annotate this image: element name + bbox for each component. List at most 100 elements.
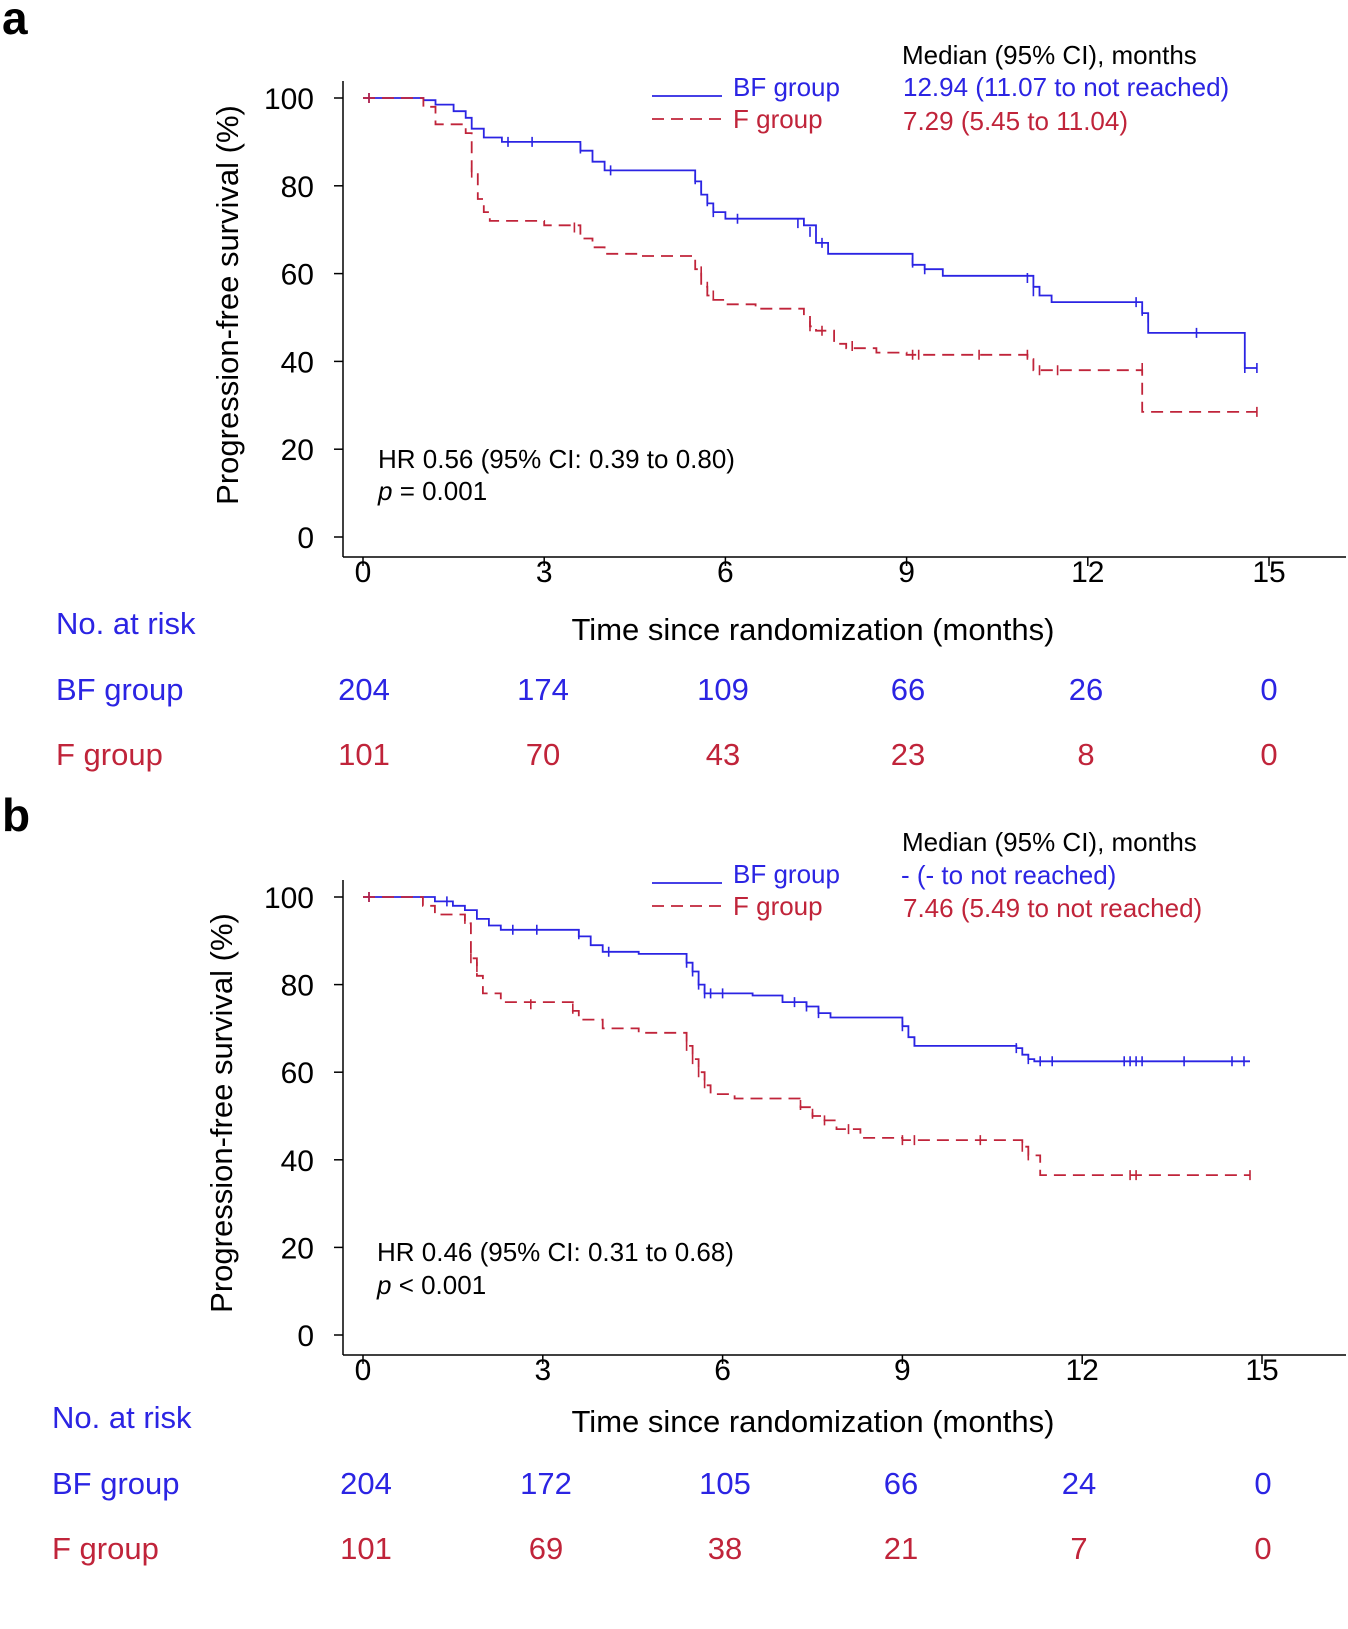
risk-table-title: No. at risk — [56, 606, 196, 641]
risk-value: 101 — [338, 737, 390, 772]
x-axis-title: Time since randomization (months) — [572, 1404, 1055, 1439]
median-annotation: Median (95% CI), months - (- to not reac… — [901, 827, 1202, 923]
risk-value: 0 — [1254, 1466, 1271, 1501]
risk-value: 66 — [884, 1466, 918, 1501]
y-tick-label: 100 — [264, 882, 314, 915]
f-group-curve — [363, 896, 1250, 1176]
risk-value: 43 — [706, 737, 740, 772]
legend: BF group F group — [652, 72, 840, 134]
median-header: Median (95% CI), months — [902, 40, 1197, 70]
risk-value: 26 — [1069, 672, 1103, 707]
risk-row-label-f: F group — [52, 1531, 159, 1566]
y-axis-title: Progression-free survival (%) — [204, 913, 239, 1313]
median-annotation: Median (95% CI), months 12.94 (11.07 to … — [902, 40, 1229, 136]
x-tick-label: 9 — [898, 556, 915, 589]
risk-value: 109 — [697, 672, 749, 707]
y-tick-label: 0 — [297, 522, 314, 555]
f-legend-label: F group — [733, 104, 823, 134]
panel-a: a Progression-free survival (%) 0 20 40 … — [2, 0, 1346, 772]
risk-value: 172 — [520, 1466, 572, 1501]
bf-median-value: 12.94 (11.07 to not reached) — [903, 72, 1229, 102]
y-tick-label: 20 — [281, 434, 314, 467]
f-group-curve — [363, 97, 1257, 413]
risk-table-title: No. at risk — [52, 1400, 192, 1435]
panel-b: b Progression-free survival (%) 0 20 40 … — [2, 789, 1346, 1566]
median-header: Median (95% CI), months — [902, 827, 1197, 857]
p-symbol: p — [377, 476, 392, 506]
x-axis-title: Time since randomization (months) — [572, 612, 1055, 647]
bf-legend-label: BF group — [733, 859, 840, 889]
risk-value: 174 — [517, 672, 569, 707]
risk-value: 0 — [1254, 1531, 1271, 1566]
risk-value: 0 — [1260, 672, 1277, 707]
y-tick-label: 60 — [281, 1057, 314, 1090]
y-tick-label: 100 — [264, 83, 314, 116]
y-tick-label: 80 — [281, 970, 314, 1003]
y-tick-label: 40 — [281, 346, 314, 379]
p-value-text: < 0.001 — [391, 1270, 486, 1300]
x-tick-label: 3 — [534, 1354, 551, 1387]
p-value-text: = 0.001 — [392, 476, 487, 506]
risk-value: 23 — [891, 737, 925, 772]
p-value: p < 0.001 — [376, 1270, 486, 1300]
risk-value: 70 — [526, 737, 560, 772]
risk-value: 69 — [529, 1531, 563, 1566]
panel-label: b — [2, 789, 30, 841]
risk-value: 8 — [1077, 737, 1094, 772]
f-median-value: 7.46 (5.49 to not reached) — [903, 893, 1202, 923]
x-tick-label: 3 — [536, 556, 553, 589]
risk-row-label-bf: BF group — [52, 1466, 180, 1501]
f-legend-label: F group — [733, 891, 823, 921]
y-tick-label: 60 — [281, 259, 314, 292]
hr-annotation: HR 0.46 (95% CI: 0.31 to 0.68) p < 0.001 — [376, 1237, 734, 1300]
risk-row-label-f: F group — [56, 737, 163, 772]
risk-value: 204 — [338, 672, 390, 707]
legend: BF group F group — [652, 859, 840, 921]
x-ticks: 0 3 6 9 12 15 — [355, 556, 1286, 589]
risk-value: 21 — [884, 1531, 918, 1566]
p-value: p = 0.001 — [377, 476, 487, 506]
f-group-censor-marks — [368, 93, 1258, 417]
p-symbol: p — [376, 1270, 391, 1300]
risk-value: 66 — [891, 672, 925, 707]
hazard-ratio: HR 0.56 (95% CI: 0.39 to 0.80) — [378, 444, 735, 474]
f-median-value: 7.29 (5.45 to 11.04) — [903, 106, 1128, 136]
risk-row-label-bf: BF group — [56, 672, 184, 707]
axes — [342, 880, 1346, 1356]
x-ticks: 0 3 6 9 12 15 — [355, 1354, 1279, 1387]
x-tick-label: 15 — [1252, 556, 1285, 589]
y-ticks: 0 20 40 60 80 100 — [264, 83, 343, 555]
x-tick-label: 0 — [355, 556, 372, 589]
risk-table: No. at risk BF group F group 204 174 109… — [56, 606, 1278, 772]
axes — [342, 81, 1346, 558]
y-tick-label: 20 — [281, 1232, 314, 1265]
risk-table: No. at risk BF group F group 204 172 105… — [52, 1400, 1272, 1566]
x-tick-label: 12 — [1066, 1354, 1099, 1387]
risk-value: 7 — [1070, 1531, 1087, 1566]
panel-label: a — [2, 0, 28, 44]
hazard-ratio: HR 0.46 (95% CI: 0.31 to 0.68) — [377, 1237, 734, 1267]
x-tick-label: 6 — [717, 556, 734, 589]
bf-legend-label: BF group — [733, 72, 840, 102]
risk-value: 101 — [340, 1531, 392, 1566]
f-group-censor-marks — [368, 892, 1251, 1181]
x-tick-label: 0 — [355, 1354, 372, 1387]
y-ticks: 0 20 40 60 80 100 — [264, 882, 343, 1353]
x-tick-label: 6 — [714, 1354, 731, 1387]
x-tick-label: 9 — [894, 1354, 911, 1387]
risk-value: 38 — [708, 1531, 742, 1566]
y-tick-label: 40 — [281, 1145, 314, 1178]
x-tick-label: 15 — [1245, 1354, 1278, 1387]
bf-median-value: - (- to not reached) — [901, 860, 1116, 890]
bf-group-curve — [363, 896, 1250, 1063]
x-tick-label: 12 — [1071, 556, 1104, 589]
risk-value: 105 — [699, 1466, 751, 1501]
hr-annotation: HR 0.56 (95% CI: 0.39 to 0.80) p = 0.001 — [377, 444, 735, 506]
y-tick-label: 0 — [297, 1320, 314, 1353]
risk-value: 0 — [1260, 737, 1277, 772]
y-axis-title: Progression-free survival (%) — [210, 105, 245, 505]
y-tick-label: 80 — [281, 171, 314, 204]
risk-value: 24 — [1062, 1466, 1096, 1501]
risk-value: 204 — [340, 1466, 392, 1501]
